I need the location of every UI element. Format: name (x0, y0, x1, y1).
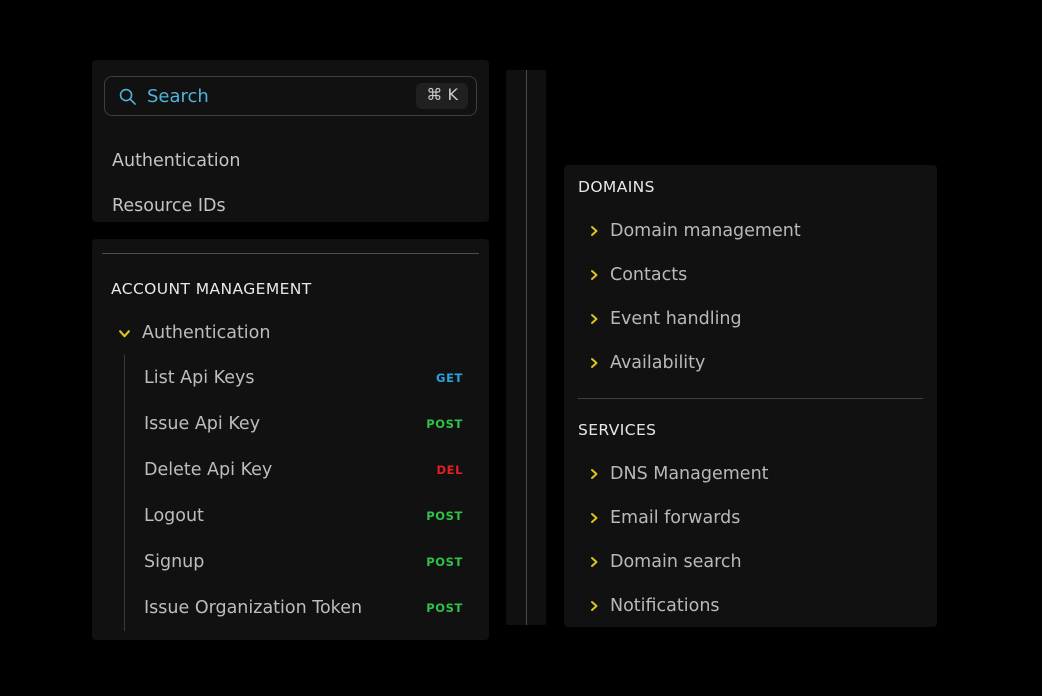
endpoint-label: Issue Organization Token (144, 598, 363, 618)
search-input[interactable]: Search ⌘ K (104, 76, 477, 116)
method-badge-post: POST (426, 601, 463, 615)
section-title-domains: DOMAINS (578, 178, 655, 196)
search-result-authentication[interactable]: Authentication (92, 138, 489, 183)
search-placeholder: Search (147, 85, 209, 107)
nav-contacts[interactable]: Contacts (564, 253, 937, 297)
domains-services-panel: DOMAINS Domain management Contacts Event… (564, 165, 937, 627)
endpoint-label: Issue Api Key (144, 414, 261, 434)
search-icon (119, 88, 136, 105)
chevron-right-icon (591, 469, 598, 479)
endpoint-list: List Api Keys GET Issue Api Key POST Del… (124, 355, 489, 631)
endpoint-label: Delete Api Key (144, 460, 273, 480)
endpoint-issue-api-key[interactable]: Issue Api Key POST (125, 401, 489, 447)
method-badge-post: POST (426, 555, 463, 569)
endpoint-label: Logout (144, 506, 204, 526)
method-badge-del: DEL (436, 463, 463, 477)
nav-availability[interactable]: Availability (564, 341, 937, 385)
nav-label: Contacts (610, 265, 688, 285)
command-k-shortcut-badge: ⌘ K (416, 83, 468, 109)
endpoint-logout[interactable]: Logout POST (125, 493, 489, 539)
chevron-right-icon (591, 358, 598, 368)
gutter-divider (526, 70, 527, 625)
search-result-resource-ids[interactable]: Resource IDs (92, 183, 489, 222)
group-label: Authentication (142, 323, 271, 343)
chevron-right-icon (591, 513, 598, 523)
section-title-services: SERVICES (578, 421, 657, 439)
nav-domain-search[interactable]: Domain search (564, 540, 937, 584)
group-authentication[interactable]: Authentication (92, 311, 489, 355)
nav-dns-management[interactable]: DNS Management (564, 452, 937, 496)
nav-label: Domain management (610, 221, 801, 241)
chevron-right-icon (591, 270, 598, 280)
method-badge-get: GET (436, 371, 463, 385)
chevron-right-icon (591, 557, 598, 567)
nav-event-handling[interactable]: Event handling (564, 297, 937, 341)
method-badge-post: POST (426, 417, 463, 431)
endpoint-signup[interactable]: Signup POST (125, 539, 489, 585)
panel-gutter (506, 70, 546, 625)
nav-email-forwards[interactable]: Email forwards (564, 496, 937, 540)
nav-domain-management[interactable]: Domain management (564, 209, 937, 253)
chevron-right-icon (591, 314, 598, 324)
nav-notifications[interactable]: Notifications (564, 584, 937, 627)
endpoint-issue-organization-token[interactable]: Issue Organization Token POST (125, 585, 489, 631)
search-panel: Search ⌘ K Authentication Resource IDs (92, 60, 489, 222)
chevron-right-icon (591, 601, 598, 611)
chevron-right-icon (591, 226, 598, 236)
nav-label: Domain search (610, 552, 742, 572)
search-result-label: Authentication (112, 150, 241, 171)
endpoint-label: List Api Keys (144, 368, 255, 388)
section-title-account-management: ACCOUNT MANAGEMENT (111, 280, 312, 298)
section-divider (102, 253, 479, 254)
nav-label: Notifications (610, 596, 720, 616)
nav-label: Event handling (610, 309, 742, 329)
endpoint-delete-api-key[interactable]: Delete Api Key DEL (125, 447, 489, 493)
section-divider (578, 398, 923, 399)
endpoint-label: Signup (144, 552, 205, 572)
nav-label: Email forwards (610, 508, 741, 528)
account-management-panel: ACCOUNT MANAGEMENT Authentication List A… (92, 239, 489, 640)
nav-label: DNS Management (610, 464, 769, 484)
chevron-down-icon (119, 329, 130, 337)
search-result-label: Resource IDs (112, 195, 226, 216)
endpoint-list-api-keys[interactable]: List Api Keys GET (125, 355, 489, 401)
method-badge-post: POST (426, 509, 463, 523)
nav-label: Availability (610, 353, 706, 373)
